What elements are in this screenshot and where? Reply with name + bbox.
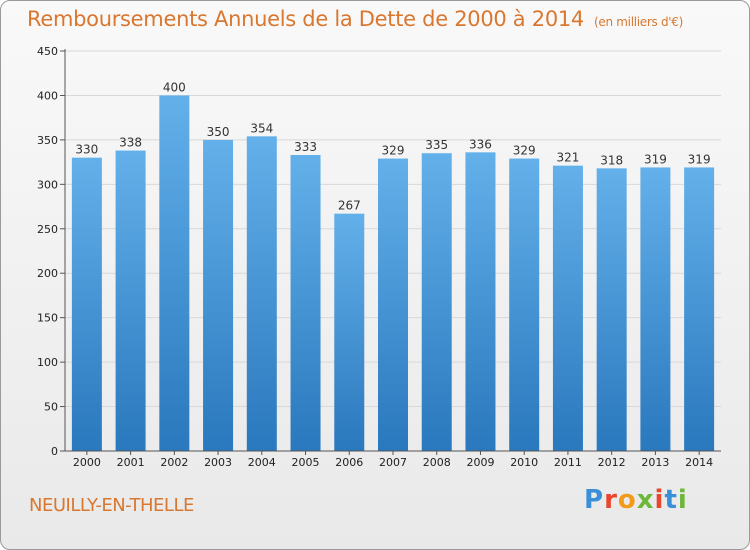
bar [334, 213, 365, 451]
bar-value-label: 319 [644, 152, 667, 166]
proxiti-logo: Proxiti [584, 485, 688, 515]
bar [378, 158, 408, 452]
y-tick-label: 300 [37, 178, 58, 191]
logo-letter: x [636, 485, 655, 515]
x-tick-label: 2005 [292, 456, 320, 469]
bar-value-label: 333 [294, 140, 317, 154]
bar [71, 157, 102, 451]
logo-letter: P [584, 485, 605, 515]
x-tick-label: 2012 [598, 456, 626, 469]
bar [203, 139, 234, 451]
bar [640, 167, 671, 451]
bar [509, 158, 540, 452]
bar-value-label: 354 [250, 121, 273, 135]
y-tick-label: 450 [37, 45, 58, 58]
logo-letter: i [654, 485, 665, 515]
bar [684, 167, 715, 451]
y-tick-label: 200 [37, 267, 58, 280]
y-tick-label: 50 [44, 401, 58, 414]
bar [552, 165, 583, 451]
bar-value-label: 335 [425, 138, 448, 152]
y-tick-label: 250 [37, 223, 58, 236]
bar [290, 155, 321, 451]
axes: 0 50 100 150 200 250 300 350 400 450 2000 2001 2002 2… [37, 45, 721, 469]
x-tick-label: 2009 [466, 456, 494, 469]
x-tick-label: 2008 [423, 456, 451, 469]
y-tick-label: 350 [37, 134, 58, 147]
bar-value-label: 338 [119, 136, 142, 150]
y-tick-label: 0 [51, 445, 58, 458]
unit-label: (en milliers d'€) [594, 15, 684, 29]
bar [465, 152, 496, 452]
x-tick-label: 2002 [160, 456, 188, 469]
x-tick-label: 2014 [685, 456, 713, 469]
x-tick-label: 2000 [73, 456, 101, 469]
x-tick-label: 2010 [510, 456, 538, 469]
bars: 330 338 400 350 354 333 267 329 335 336 329 321 318 3… [71, 80, 715, 452]
y-tick-label: 400 [37, 89, 58, 102]
bar [246, 136, 277, 452]
bar-value-label: 400 [163, 80, 186, 94]
logo-letter: t [664, 485, 678, 515]
bar-value-label: 329 [513, 144, 536, 158]
x-tick-label: 2001 [117, 456, 145, 469]
logo-letter: r [604, 485, 618, 515]
bar-value-label: 319 [688, 152, 711, 166]
title-text: Remboursements Annuels de la Dette de 20… [27, 7, 584, 31]
logo-letter: i [677, 485, 688, 515]
bar-value-label: 267 [338, 199, 361, 213]
y-tick-label: 150 [37, 312, 58, 325]
bar-value-label: 350 [207, 125, 230, 139]
bar [596, 168, 627, 452]
x-tick-label: 2007 [379, 456, 407, 469]
city-name: NEUILLY-EN-THELLE [29, 495, 194, 516]
x-tick-label: 2004 [248, 456, 276, 469]
chart-title: Remboursements Annuels de la Dette de 20… [27, 7, 683, 31]
bar-value-label: 330 [75, 143, 98, 157]
bar [159, 95, 190, 451]
bar-value-label: 318 [600, 153, 623, 167]
bar-value-label: 336 [469, 137, 492, 151]
bar [115, 150, 146, 452]
bar [421, 153, 452, 451]
logo-letter: o [617, 485, 637, 515]
x-tick-label: 2003 [204, 456, 232, 469]
x-tick-label: 2013 [641, 456, 669, 469]
x-tick-label: 2006 [335, 456, 363, 469]
bar-value-label: 329 [382, 144, 405, 158]
y-tick-label: 100 [37, 356, 58, 369]
bar-value-label: 321 [556, 151, 579, 165]
x-tick-label: 2011 [554, 456, 582, 469]
